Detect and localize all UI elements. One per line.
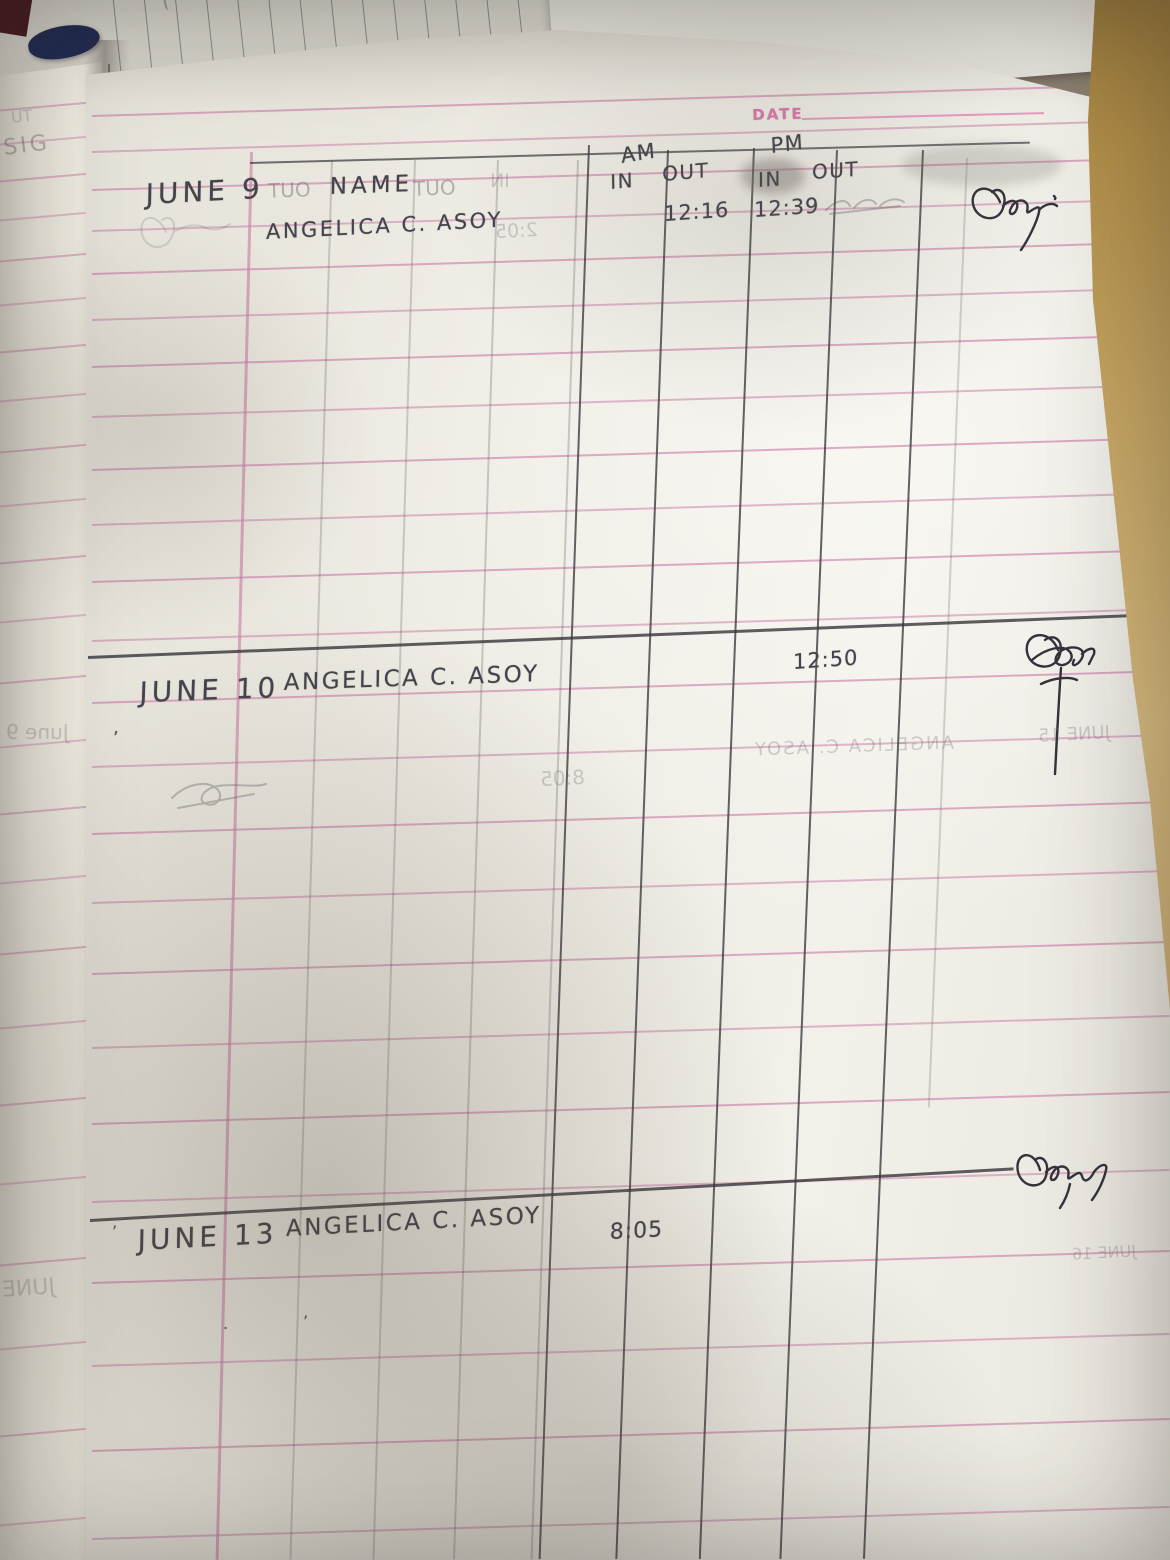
previous-page-edge: UT SIG June 9 JUNE — [0, 62, 102, 1560]
pencil-smudge — [741, 158, 805, 194]
row-am-in: 8:05 — [609, 1217, 664, 1246]
signature-june9 — [971, 187, 1059, 252]
faint-column-line — [530, 160, 579, 1560]
row-pm-in: 12:39 — [754, 193, 820, 223]
ledger-line — [139, 0, 154, 80]
ruled-line — [91, 491, 1170, 526]
header-am-out: OUT — [662, 157, 710, 187]
row-date: JUNE 13 — [137, 1216, 278, 1258]
bleedthrough-time: 2:05 — [494, 218, 539, 244]
bleedthrough-text: JUNE — [1, 1274, 56, 1303]
row-am-out: 12:16 — [664, 197, 730, 227]
pencil-dot: ’ — [113, 728, 119, 749]
ruled-line — [91, 384, 1170, 419]
bleedthrough-smudge — [902, 144, 1062, 186]
ruled-line — [91, 1505, 1170, 1540]
ledger-note-scribble — [162, 0, 173, 11]
ruled-line — [91, 1014, 1170, 1049]
header-pm-in: IN — [758, 166, 782, 193]
ruled-line — [91, 1249, 1170, 1284]
ruled-line — [91, 334, 1170, 369]
row-date: JUNE 10 — [138, 671, 280, 710]
header-pm-out: OUT — [812, 156, 859, 185]
header-am-in: IN — [610, 167, 635, 195]
date-label: DATE — [752, 104, 804, 124]
signature-june10 — [1025, 634, 1096, 776]
ruled-line — [91, 1332, 1170, 1367]
faint-column-line — [927, 158, 968, 1108]
bleedthrough-signature — [140, 217, 231, 248]
bleedthrough-text: UT — [10, 105, 34, 127]
ruled-line — [91, 1417, 1170, 1452]
ruled-line — [91, 941, 1170, 976]
bleedthrough-text: June 9 — [6, 720, 69, 744]
bleedthrough-scribble — [825, 198, 905, 215]
ruled-line — [91, 286, 1170, 321]
row-pm-in: 12:50 — [793, 645, 859, 675]
bleedthrough-out-label: OUT — [267, 177, 312, 203]
bleedthrough-in-label: IN — [490, 170, 510, 192]
column-line-pm-out — [779, 150, 839, 1559]
ruled-line — [91, 436, 1170, 471]
faint-column-line — [372, 160, 416, 1560]
bleedthrough-signature-label: SIG — [2, 130, 52, 161]
bleedthrough-out-label: OUT — [412, 175, 457, 201]
ruled-line — [91, 608, 1170, 643]
ruled-line — [91, 869, 1170, 904]
column-line-signature — [862, 150, 925, 1559]
row-name: ANGELICA C. ASOY — [266, 207, 503, 245]
pencil-tick: ’ — [303, 1312, 309, 1331]
notebook-page: DATE OUT NAME OUT IN AM IN OUT PM IN OUT… — [86, 30, 1170, 1560]
header-pm: PM — [770, 129, 805, 159]
pencil-tick: . — [223, 1314, 229, 1333]
column-line-am-in — [538, 145, 591, 1560]
faint-column-line — [453, 160, 499, 1560]
ruled-line — [91, 548, 1170, 583]
bleedthrough-date: JUNE 15 — [1037, 722, 1111, 747]
bleedthrough-name: ANGELICA C. ASOY — [752, 732, 955, 761]
bleedthrough-fragment: JUNE 16 — [1071, 1241, 1137, 1264]
signature-june13 — [1016, 1154, 1108, 1210]
header-am: AM — [620, 138, 658, 168]
bleedthrough-time: 8:05 — [539, 764, 586, 792]
header-name: NAME — [329, 171, 414, 201]
faint-column-line — [289, 160, 333, 1560]
bleedthrough-signature — [171, 782, 267, 809]
pencil-tick: ’ — [112, 1222, 118, 1241]
